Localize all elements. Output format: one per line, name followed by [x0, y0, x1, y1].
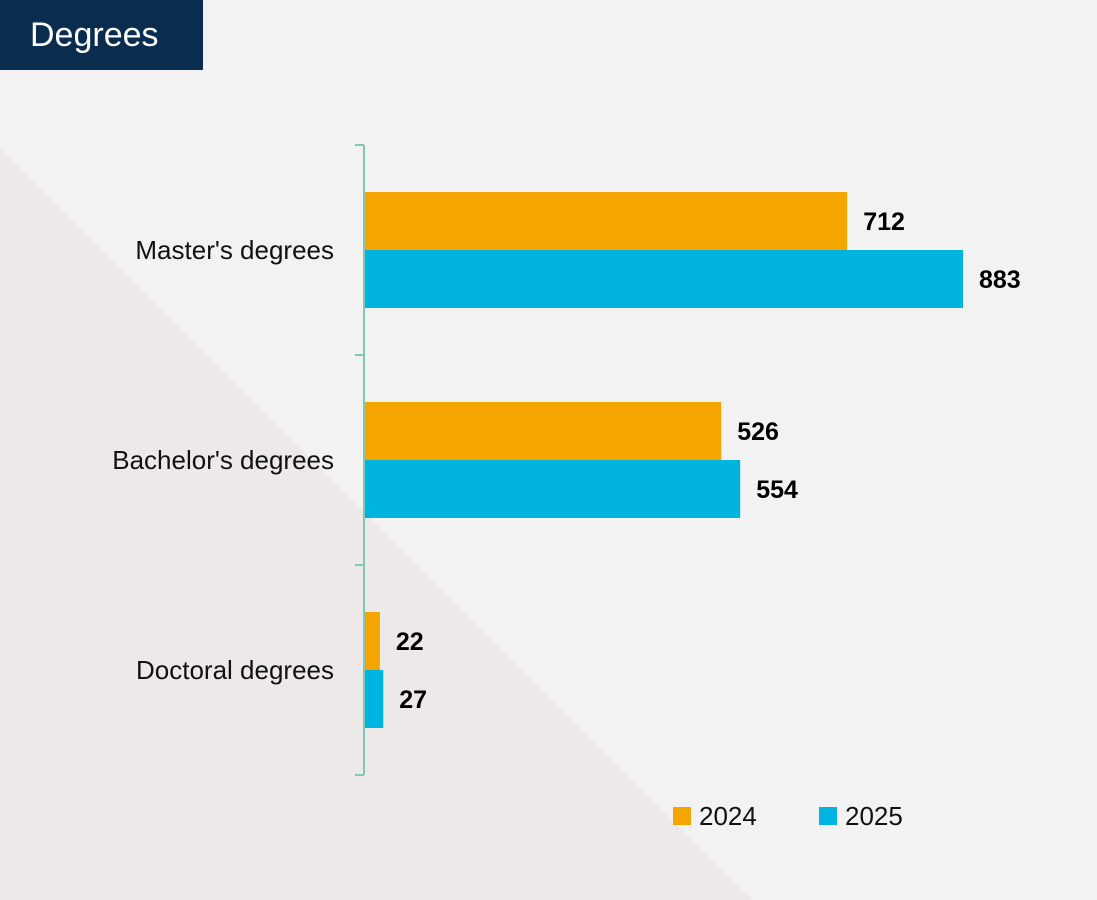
data-labels: 712 883 526 554 22 27 [396, 208, 1021, 714]
category-axis [355, 144, 365, 776]
legend-label: 2025 [845, 801, 903, 831]
data-label: 22 [396, 628, 424, 656]
legend-swatch [819, 807, 837, 825]
category-label: Master's degrees [135, 235, 334, 265]
data-label: 712 [863, 208, 905, 236]
bar-2025 [365, 670, 384, 728]
category-labels: Master's degrees Bachelor's degrees Doctor… [112, 235, 334, 685]
category-label: Doctoral degrees [136, 655, 334, 685]
background-triangle-shape [0, 148, 752, 900]
bar-2025 [365, 460, 741, 518]
category-label: Bachelor's degrees [112, 445, 334, 475]
data-label: 526 [737, 418, 779, 446]
legend-swatch [673, 807, 691, 825]
legend-label: 2024 [699, 801, 757, 831]
chart-title: Degrees [0, 0, 203, 70]
bar-2024 [365, 192, 848, 250]
legend: 2024 2025 [673, 801, 903, 831]
data-label: 883 [979, 266, 1021, 294]
bars [365, 192, 963, 728]
data-label: 554 [756, 476, 798, 504]
bar-2024 [365, 402, 722, 460]
bar-2025 [365, 250, 963, 308]
data-label: 27 [399, 686, 427, 714]
bar-2024 [365, 612, 380, 670]
